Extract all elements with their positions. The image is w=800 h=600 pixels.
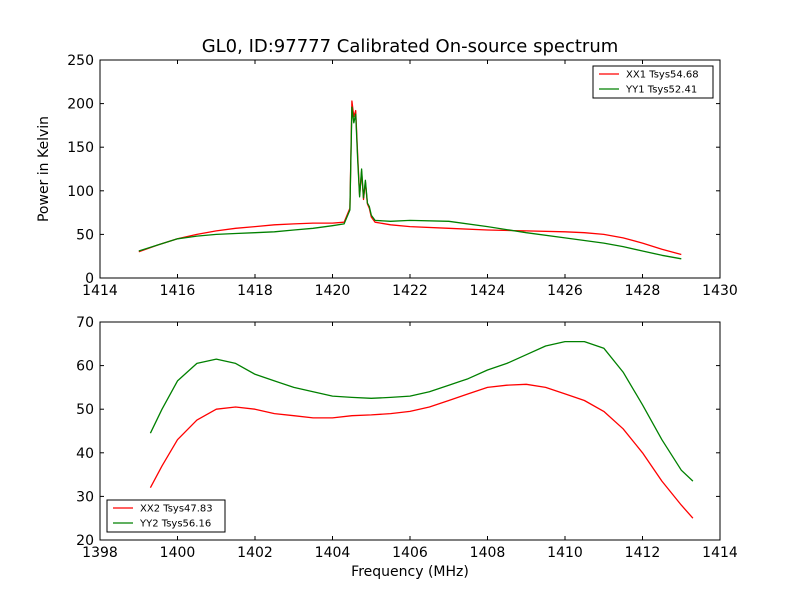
- x-tick-label: 1430: [702, 283, 738, 299]
- bottom-panel: 1398 1400 1402 1404 1406 1408 1410 1412 1414 20 30…: [76, 315, 738, 580]
- x-tick-label: 1418: [237, 283, 273, 299]
- x-tick-label: 1424: [470, 283, 506, 299]
- y-tick-label: 250: [67, 53, 94, 69]
- y-tick-label: 200: [67, 97, 94, 113]
- y-tick-label: 50: [76, 227, 94, 243]
- x-tick-label: 1412: [625, 545, 661, 561]
- x-tick-label: 1402: [237, 545, 273, 561]
- x-tick-label: 1416: [160, 283, 196, 299]
- y-tick-label: 0: [85, 271, 94, 287]
- y-tick-label: 20: [76, 533, 94, 549]
- y-tick-label: 100: [67, 184, 94, 200]
- x-tick-label: 1422: [392, 283, 428, 299]
- y-axis-label: Power in Kelvin: [36, 116, 52, 222]
- y-tick-label: 150: [67, 140, 94, 156]
- x-axis-label: Frequency (MHz): [351, 564, 469, 580]
- x-tick-label: 1428: [625, 283, 661, 299]
- series-line-2: [149, 340, 694, 482]
- y-tick-label: 40: [76, 446, 94, 462]
- x-tick-label: 1426: [547, 283, 583, 299]
- legend-label-1: XX2 Tsys47.83: [140, 504, 213, 515]
- x-tick-label: 1410: [547, 545, 583, 561]
- legend-label-1: XX1 Tsys54.68: [626, 70, 699, 81]
- series-line-1: [149, 383, 694, 519]
- y-tick-label: 50: [76, 402, 94, 418]
- x-tick-label: 1414: [702, 545, 738, 561]
- y-tick-label: 60: [76, 359, 94, 375]
- series-line-2: [138, 106, 682, 260]
- x-tick-label: 1404: [315, 545, 351, 561]
- x-tick-label: 1414: [82, 283, 118, 299]
- x-tick-label: 1420: [315, 283, 351, 299]
- legend-label-2: YY2 Tsys56.16: [139, 519, 211, 530]
- legend-box: [106, 499, 226, 533]
- y-tick-label: 30: [76, 489, 94, 505]
- top-panel: 1414 1416 1418 1420 1422 1424 1426 1428 1430 0 50 1…: [36, 53, 738, 299]
- chart-title: GL0, ID:97777 Calibrated On-source spect…: [202, 36, 619, 57]
- x-tick-label: 1398: [82, 545, 118, 561]
- y-tick-label: 70: [76, 315, 94, 331]
- x-tick-label: 1408: [470, 545, 506, 561]
- x-tick-label: 1400: [160, 545, 196, 561]
- x-tick-label: 1406: [392, 545, 428, 561]
- legend-box: [592, 65, 714, 99]
- legend-label-2: YY1 Tsys52.41: [625, 85, 697, 96]
